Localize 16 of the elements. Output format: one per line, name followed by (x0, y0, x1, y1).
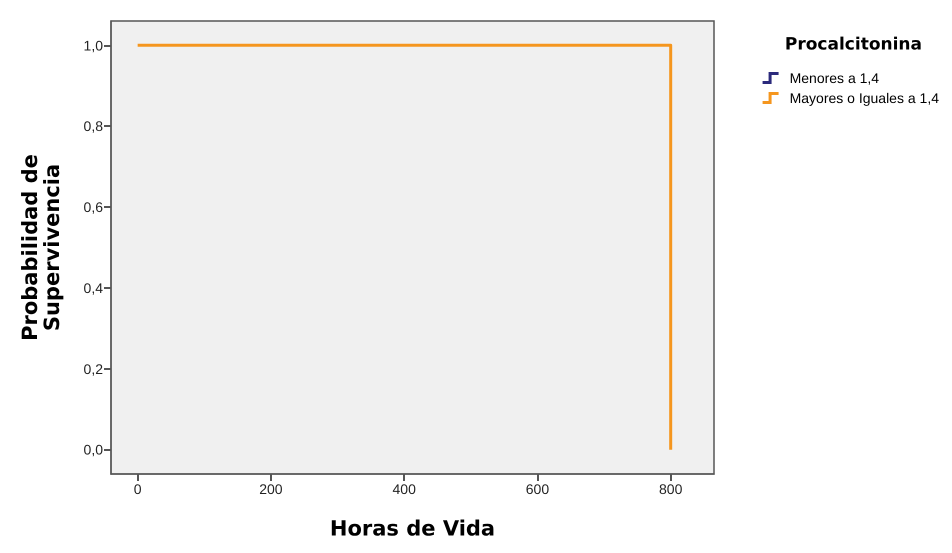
legend-label: Mayores o Iguales a 1,4 (790, 90, 940, 106)
x-tick-label: 400 (392, 481, 416, 497)
y-tick-label: 1,0 (84, 37, 104, 54)
legend-title: Procalcitonina (784, 34, 922, 54)
x-tick-label: 0 (134, 481, 142, 497)
y-tick-label: 0,0 (84, 442, 104, 458)
y-tick-label: 0,8 (84, 118, 104, 134)
x-tick-label: 800 (659, 481, 683, 497)
y-tick-label: 0,2 (84, 360, 104, 377)
y-tick-label: 0,4 (84, 280, 104, 296)
y-axis-title: Probabilidad de Supervivencia (18, 154, 64, 341)
legend-label: Menores a 1,4 (790, 70, 880, 86)
x-tick-label: 600 (526, 481, 550, 497)
y-tick-label: 0,6 (84, 199, 104, 216)
x-tick-label: 200 (259, 481, 283, 497)
x-axis-title: Horas de Vida (330, 516, 496, 540)
